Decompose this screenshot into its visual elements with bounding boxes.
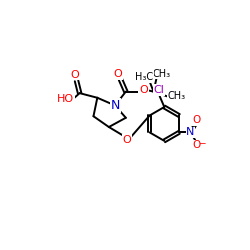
- Text: O: O: [192, 140, 201, 150]
- Text: O: O: [192, 115, 201, 125]
- Text: HO: HO: [57, 94, 74, 104]
- Text: H₃C: H₃C: [135, 72, 153, 82]
- Text: CH₃: CH₃: [168, 91, 186, 101]
- Text: Cl: Cl: [154, 85, 164, 95]
- Text: O: O: [114, 69, 122, 79]
- Text: −: −: [198, 138, 205, 147]
- Text: O: O: [122, 135, 131, 145]
- Text: O: O: [70, 70, 79, 80]
- Text: CH₃: CH₃: [153, 69, 171, 79]
- Text: N: N: [186, 128, 195, 138]
- Text: O: O: [139, 85, 148, 95]
- Text: N: N: [111, 99, 120, 112]
